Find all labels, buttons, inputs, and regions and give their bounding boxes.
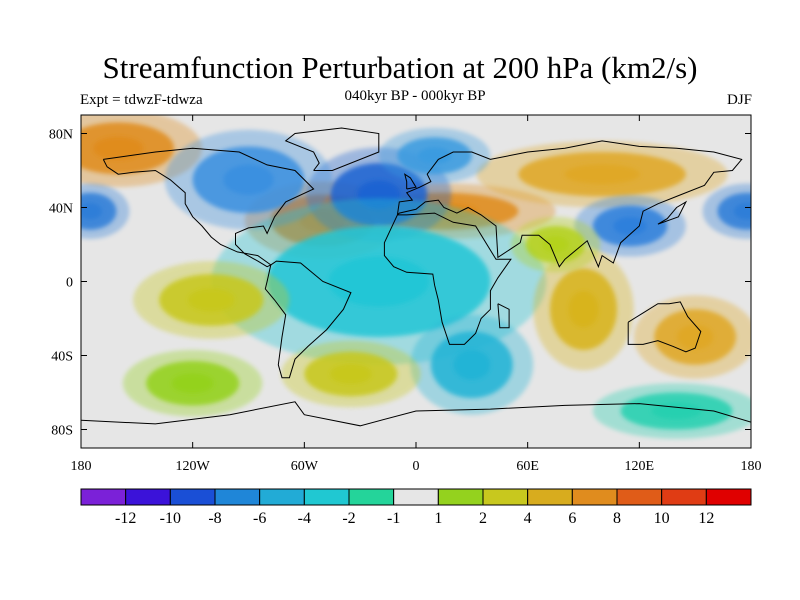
field-feature-8 xyxy=(702,183,751,239)
period-label: 040kyr BP - 000kyr BP xyxy=(344,88,486,104)
coastlines xyxy=(81,127,751,427)
lat-tick-label: 40S xyxy=(51,350,73,365)
colorbar-label: 4 xyxy=(524,510,532,527)
field-feature-16 xyxy=(122,349,263,417)
lon-tick-label: 120E xyxy=(625,459,655,474)
field-feature-6 xyxy=(378,127,491,184)
field-feature-14 xyxy=(633,295,751,379)
field-feature-3 xyxy=(476,140,728,208)
lon-tick-label: 0 xyxy=(413,459,420,474)
colorbar-swatch-6 xyxy=(348,488,395,506)
colorbar-label: -8 xyxy=(208,510,221,527)
colorbar-swatch-3 xyxy=(214,488,261,506)
colorbar-swatch-4 xyxy=(259,488,305,506)
lon-tick-label: 180 xyxy=(71,459,92,474)
experiment-label: Expt = tdwzF-tdwza xyxy=(80,92,203,108)
lon-tick-label: 120W xyxy=(176,459,211,474)
coastline-8 xyxy=(403,173,417,190)
field-feature-12 xyxy=(133,261,290,339)
lat-tick-label: 40N xyxy=(49,202,73,217)
coastline-6 xyxy=(81,401,751,427)
map-panel xyxy=(81,115,751,448)
coastline-3 xyxy=(396,140,743,269)
colorbar-label: 1 xyxy=(434,510,442,527)
colorbar-label: 6 xyxy=(568,510,576,527)
coastline-0 xyxy=(102,147,315,268)
colorbar-swatch-8 xyxy=(437,488,484,506)
colorbar-label: 2 xyxy=(479,510,487,527)
chart-title: Streamfunction Perturbation at 200 hPa (… xyxy=(102,50,698,85)
lon-tick-label: 60E xyxy=(516,459,539,474)
colorbar-label: 12 xyxy=(698,510,714,527)
lat-tick-label: 80N xyxy=(49,128,73,143)
lon-tick-label: 180 xyxy=(741,459,762,474)
lat-tick-label: 0 xyxy=(66,276,73,291)
colorbar-swatch-13 xyxy=(661,488,707,506)
colorbar-swatch-11 xyxy=(571,488,618,506)
colorbar: -12 -10 -8 -6 -4 -2 -1 1 2 4 6 8 10 12 xyxy=(80,488,752,527)
coastline-4 xyxy=(627,301,702,353)
season-label: DJF xyxy=(726,92,752,108)
colorbar-swatch-9 xyxy=(482,488,529,506)
colorbar-swatch-2 xyxy=(169,488,216,506)
colorbar-swatch-14 xyxy=(705,488,752,506)
field-feature-9 xyxy=(81,183,130,239)
colorbar-label: -6 xyxy=(253,510,266,527)
colorbar-label: 8 xyxy=(613,510,621,527)
coastline-7 xyxy=(657,200,688,225)
field-feature-17 xyxy=(510,216,601,273)
colorbar-label: -12 xyxy=(115,510,136,527)
colorbar-swatch-5 xyxy=(303,488,350,506)
coastline-5 xyxy=(284,127,380,171)
field-feature-18 xyxy=(592,383,751,439)
colorbar-label: -10 xyxy=(160,510,181,527)
field-features xyxy=(81,115,751,439)
colorbar-swatch-12 xyxy=(616,488,663,506)
map-axes: 180 120W 60W 0 60E 120E 180 80N 40N 0 40S 80S xyxy=(49,114,762,474)
field-feature-13 xyxy=(281,340,421,408)
lat-tick-label: 80S xyxy=(51,424,73,439)
colorbar-label: 10 xyxy=(654,510,670,527)
field-feature-7 xyxy=(574,195,686,257)
coastline-1 xyxy=(264,260,352,379)
field-feature-15 xyxy=(533,248,634,371)
colorbar-label: -1 xyxy=(387,510,400,527)
colorbar-swatch-1 xyxy=(125,488,171,506)
colorbar-label: -2 xyxy=(342,510,355,527)
colorbar-swatch-0 xyxy=(80,488,127,506)
lon-tick-label: 60W xyxy=(291,459,319,474)
colorbar-swatch-10 xyxy=(527,488,573,506)
coastline-9 xyxy=(497,303,510,329)
colorbar-swatch-7 xyxy=(393,488,439,506)
colorbar-label: -4 xyxy=(298,510,311,527)
coastline-2 xyxy=(383,212,512,345)
field-feature-5 xyxy=(164,129,333,230)
field-feature-11 xyxy=(410,314,534,415)
